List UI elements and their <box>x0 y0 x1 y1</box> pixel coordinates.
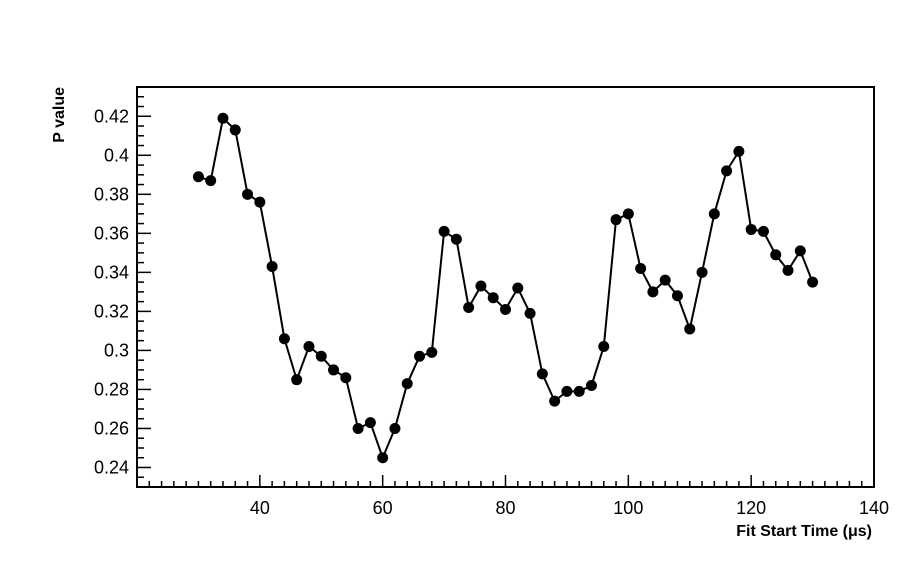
data-point <box>733 145 745 157</box>
x-axis-title: Fit Start Time (μs) <box>736 523 872 540</box>
data-point <box>622 208 634 220</box>
data-point <box>475 280 487 292</box>
data-point <box>782 264 794 276</box>
data-point <box>303 341 315 353</box>
data-point <box>278 333 290 345</box>
data-point <box>696 266 708 278</box>
x-tick-label: 100 <box>613 498 643 518</box>
data-point <box>573 385 585 397</box>
data-point <box>757 225 769 237</box>
data-point <box>364 417 376 429</box>
data-point <box>254 196 266 208</box>
y-tick-label: 0.4 <box>104 145 129 165</box>
plot-frame <box>136 86 875 488</box>
data-point <box>659 274 671 286</box>
data-point <box>671 290 683 302</box>
x-axis: 40 60 80 100 120 140 <box>148 475 889 518</box>
data-point <box>647 286 659 298</box>
data-point <box>266 261 278 273</box>
y-tick-label: 0.38 <box>94 184 129 204</box>
x-tick-label: 40 <box>250 498 270 518</box>
y-tick-label: 0.26 <box>94 418 129 438</box>
data-point <box>463 301 475 313</box>
x-tick-label: 60 <box>373 498 393 518</box>
data-point <box>328 364 340 376</box>
data-point <box>524 307 536 319</box>
y-tick-label: 0.34 <box>94 262 129 282</box>
y-tick-label: 0.42 <box>94 106 129 126</box>
data-point <box>536 368 548 380</box>
y-tick-label: 0.36 <box>94 223 129 243</box>
x-tick-label: 140 <box>859 498 889 518</box>
data-point <box>585 380 597 392</box>
data-point <box>500 303 511 315</box>
data-point <box>561 385 573 397</box>
data-point <box>598 341 610 353</box>
y-tick-label: 0.32 <box>94 301 129 321</box>
data-point <box>487 292 499 304</box>
data-point <box>217 112 229 124</box>
y-axis-title: P value <box>51 87 68 143</box>
data-point <box>745 223 757 235</box>
y-axis: 0.24 0.26 0.28 0.3 0.32 0.34 0.36 0.38 0.4 0.42 <box>94 86 151 478</box>
data-point <box>229 124 241 136</box>
data-point <box>377 452 389 464</box>
data-point <box>450 233 462 245</box>
data-point <box>721 165 733 177</box>
data-point <box>635 262 647 274</box>
y-tick-label: 0.24 <box>94 457 129 477</box>
data-series <box>192 112 819 464</box>
data-point <box>438 225 450 237</box>
data-point <box>794 245 806 257</box>
data-point <box>549 395 561 407</box>
data-point <box>291 374 303 386</box>
data-point <box>340 372 352 384</box>
x-tick-label: 80 <box>495 498 515 518</box>
data-point <box>389 422 401 434</box>
data-point <box>610 214 622 226</box>
data-point <box>770 249 782 261</box>
data-point <box>684 323 696 335</box>
x-tick-label: 120 <box>736 498 766 518</box>
data-point <box>426 346 438 358</box>
y-tick-label: 0.3 <box>104 340 129 360</box>
data-point <box>401 378 413 390</box>
y-tick-label: 0.28 <box>94 379 129 399</box>
data-point <box>708 208 720 220</box>
data-point <box>205 175 217 187</box>
data-point <box>352 422 364 434</box>
data-point <box>512 282 524 294</box>
data-point <box>807 276 819 288</box>
data-point <box>242 188 254 200</box>
data-point <box>315 350 327 362</box>
data-point <box>192 171 204 183</box>
data-point <box>414 350 426 362</box>
